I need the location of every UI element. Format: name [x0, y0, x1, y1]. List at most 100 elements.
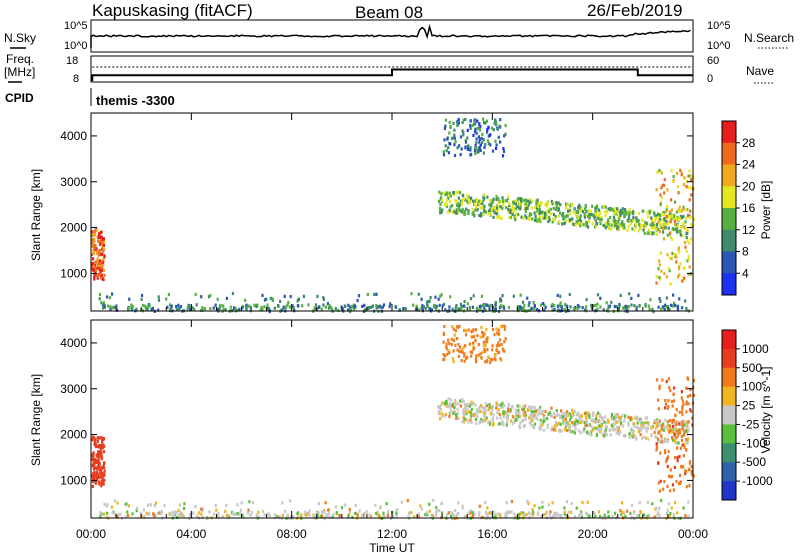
echo-cell	[590, 306, 594, 310]
echo-cell	[463, 352, 466, 356]
echo-cell	[91, 453, 94, 457]
colorbar-swatch	[722, 348, 736, 369]
echo-cell	[583, 427, 586, 432]
echo-cell	[102, 450, 106, 454]
echo-cell	[647, 421, 650, 425]
echo-cell	[366, 292, 369, 296]
echo-cell	[629, 222, 633, 226]
x-tick-label: 12:00	[377, 527, 407, 541]
echo-cell	[462, 345, 465, 350]
echo-cell	[591, 413, 594, 417]
echo-cell	[95, 251, 99, 255]
echo-cell	[666, 406, 669, 410]
echo-cell	[495, 143, 498, 147]
echo-cell	[475, 131, 478, 135]
echo-cell	[544, 409, 547, 414]
echo-cell	[446, 210, 449, 214]
echo-cell	[492, 215, 495, 219]
echo-cell	[445, 402, 448, 406]
echo-cell	[317, 502, 320, 506]
echo-cell	[457, 190, 460, 194]
echo-cell	[322, 296, 325, 300]
echo-cell	[637, 229, 640, 233]
echo-cell	[537, 206, 540, 210]
echo-cell	[466, 302, 469, 306]
echo-cell	[448, 305, 451, 309]
echo-cell	[615, 210, 618, 214]
echo-cell	[502, 147, 505, 151]
echo-cell	[682, 205, 685, 209]
echo-cell	[524, 210, 527, 214]
echo-cell	[262, 509, 265, 513]
echo-cell	[651, 307, 654, 312]
echo-cell	[347, 303, 350, 307]
echo-cell	[615, 212, 618, 216]
echo-cell	[481, 141, 484, 145]
echo-cell	[308, 509, 311, 513]
echo-cell	[482, 419, 485, 424]
echo-cell	[116, 514, 119, 518]
echo-cell	[560, 513, 563, 518]
echo-cell	[437, 297, 440, 301]
echo-cell	[455, 191, 459, 195]
echo-cell	[660, 440, 663, 444]
echo-cell	[375, 292, 378, 296]
echo-cell	[671, 438, 674, 442]
echo-cell	[492, 205, 495, 209]
echo-cell	[573, 431, 576, 435]
echo-cell	[466, 136, 469, 140]
echo-cell	[483, 347, 486, 351]
echo-cell	[524, 207, 527, 211]
echo-cell	[461, 207, 464, 211]
echo-cell	[91, 241, 94, 245]
echo-cell	[579, 416, 582, 420]
echo-cell	[479, 409, 482, 413]
echo-cell	[657, 227, 660, 232]
echo-cell	[574, 213, 577, 217]
echo-cell	[480, 214, 483, 218]
echo-cell	[547, 219, 550, 224]
echo-cell	[471, 514, 475, 518]
echo-cell	[670, 168, 673, 172]
echo-cell	[671, 436, 674, 440]
echo-cell	[622, 223, 625, 227]
echo-cell	[493, 333, 496, 337]
echo-cell	[631, 435, 634, 439]
echo-cell	[685, 185, 688, 189]
echo-cell	[580, 222, 583, 226]
echo-cell	[611, 514, 614, 518]
echo-cell	[469, 297, 473, 301]
echo-cell	[464, 146, 467, 150]
echo-cell	[484, 500, 487, 505]
echo-cell	[539, 303, 542, 307]
echo-cell	[127, 307, 130, 311]
echo-cell	[535, 308, 538, 312]
echo-cell	[520, 199, 523, 203]
echo-cell	[646, 500, 649, 504]
echo-cell	[630, 427, 633, 431]
echo-cell	[446, 137, 449, 141]
echo-cell	[623, 511, 626, 515]
echo-cell	[514, 408, 517, 412]
echo-cell	[543, 308, 546, 312]
echo-cell	[673, 465, 676, 469]
echo-cell	[460, 306, 463, 310]
echo-cell	[578, 513, 581, 517]
echo-cell	[576, 303, 580, 308]
echo-cell	[440, 192, 443, 196]
echo-cell	[567, 422, 570, 426]
echo-cell	[447, 397, 450, 401]
echo-cell	[508, 203, 511, 207]
echo-cell	[467, 420, 470, 424]
echo-cell	[648, 209, 651, 213]
echo-cell	[553, 425, 556, 429]
echo-cell	[522, 407, 525, 411]
echo-cell	[103, 254, 106, 258]
echo-cell	[482, 151, 485, 155]
echo-cell	[636, 415, 639, 419]
echo-cell	[578, 305, 581, 309]
echo-cell	[130, 303, 133, 307]
echo-cell	[538, 411, 541, 415]
echo-cell	[95, 247, 98, 251]
echo-cell	[680, 173, 683, 177]
